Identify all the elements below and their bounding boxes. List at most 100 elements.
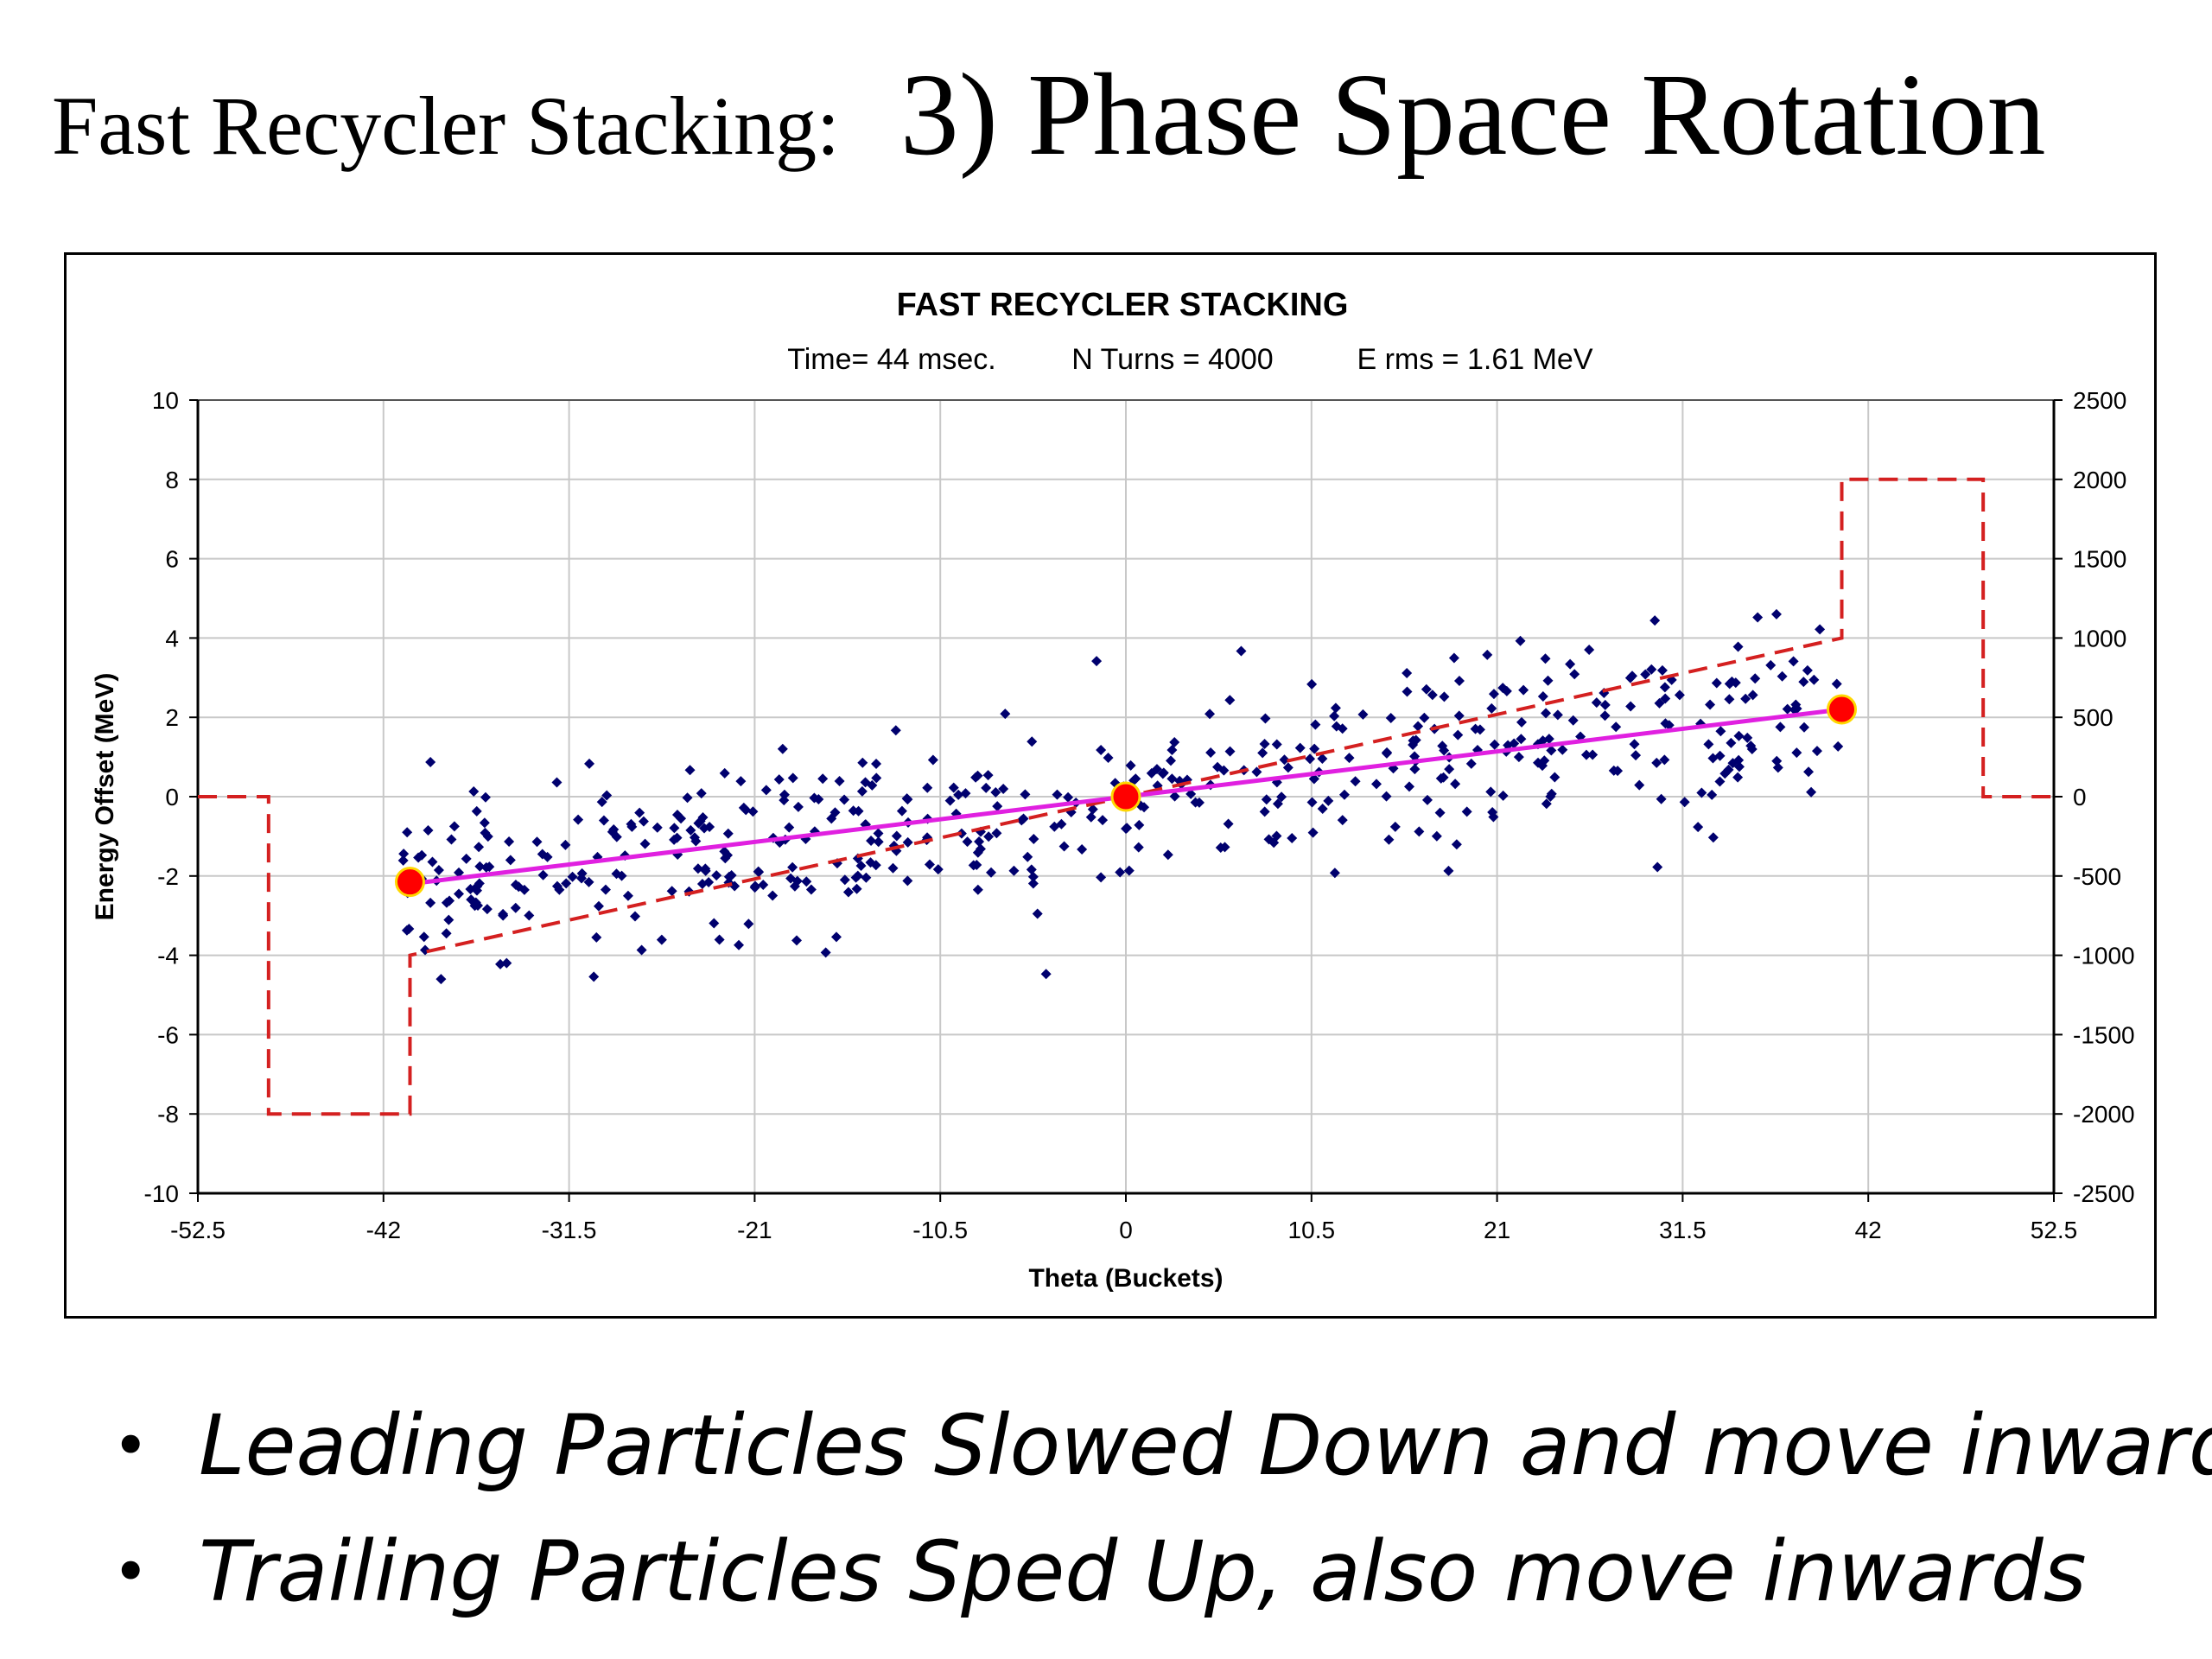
particle-point — [1330, 702, 1341, 714]
particle-point — [1133, 842, 1144, 853]
particle-point — [1649, 615, 1661, 626]
particle-point — [479, 817, 490, 829]
particle-point — [1803, 766, 1815, 778]
particle-point — [1569, 669, 1580, 680]
particle-point — [593, 900, 604, 912]
particle-point — [1309, 743, 1320, 754]
y-tick-label: 8 — [165, 467, 179, 493]
particle-point — [1746, 743, 1758, 754]
particle-point — [750, 880, 761, 892]
particle-point — [1323, 795, 1334, 806]
particle-point — [700, 863, 711, 874]
y-tick-label: 2 — [165, 704, 179, 731]
particle-point — [871, 758, 882, 769]
particle-point — [1169, 736, 1180, 747]
particle-point — [501, 957, 512, 969]
particle-point — [1027, 871, 1039, 882]
x-axis-label: Theta (Buckets) — [1028, 1264, 1223, 1293]
particle-point — [1421, 683, 1432, 695]
particle-point — [1485, 786, 1497, 798]
particle-point — [1408, 735, 1419, 747]
particle-point — [1714, 776, 1726, 787]
particle-point — [791, 875, 803, 887]
particle-point — [991, 828, 1002, 839]
particle-point — [834, 776, 845, 787]
particle-point — [714, 934, 725, 945]
particle-point — [787, 772, 798, 784]
x-tick-label: 42 — [1855, 1217, 1882, 1243]
particle-point — [1742, 732, 1753, 743]
particle-point — [1707, 789, 1718, 800]
particle-point — [758, 879, 769, 890]
particle-point — [1287, 832, 1298, 843]
particle-point — [848, 805, 859, 817]
particle-point — [1808, 674, 1820, 685]
particle-point — [734, 939, 745, 950]
particle-point — [902, 836, 913, 848]
particle-point — [719, 846, 730, 857]
particle-point — [998, 784, 1009, 795]
particle-point — [542, 851, 553, 862]
particle-point — [481, 904, 493, 915]
y2-tick-label: -2000 — [2073, 1101, 2135, 1128]
particle-point — [1488, 811, 1499, 823]
particle-point — [1543, 734, 1554, 745]
particle-point — [1798, 677, 1809, 688]
particle-point — [948, 782, 959, 793]
particle-point — [1272, 798, 1283, 810]
particle-point — [453, 888, 464, 899]
particle-point — [1448, 652, 1459, 664]
particle-point — [441, 928, 452, 939]
x-tick-label: 21 — [1484, 1217, 1510, 1243]
particle-point — [611, 868, 622, 880]
y2-tick-label: -1000 — [2073, 943, 2135, 969]
particle-point — [524, 910, 535, 921]
particle-point — [474, 861, 486, 872]
particle-point — [817, 773, 829, 785]
particle-point — [1026, 864, 1037, 875]
particle-point — [1205, 747, 1217, 759]
particle-point — [1115, 867, 1126, 878]
particle-point — [1772, 762, 1783, 773]
particle-point — [1259, 806, 1270, 817]
particle-point — [1587, 749, 1599, 760]
particle-point — [600, 884, 611, 895]
phase-space-chart: -52.5 -42 -31.5 -21 -10.5 0 10.5 21 31.5 42 52.510… — [91, 287, 2135, 1293]
particle-point — [1802, 664, 1813, 676]
y2-tick-label: -2500 — [2073, 1180, 2135, 1207]
particle-point — [656, 934, 667, 945]
particle-point — [1085, 811, 1096, 823]
particle-point — [1806, 786, 1817, 798]
particle-point — [1271, 739, 1282, 750]
particle-point — [850, 872, 861, 883]
particle-point — [1611, 721, 1622, 733]
particle-point — [1537, 690, 1548, 702]
particle-point — [1077, 844, 1088, 855]
particle-point — [692, 863, 703, 874]
particle-point — [638, 816, 649, 827]
particle-point — [855, 861, 867, 872]
particle-point — [1223, 818, 1234, 830]
particle-point — [1707, 832, 1719, 843]
particle-point — [1260, 713, 1271, 724]
particle-point — [684, 765, 696, 776]
particle-point — [1052, 789, 1063, 800]
particle-point — [1317, 753, 1328, 765]
particle-point — [1305, 753, 1316, 765]
chart-subtitle-part: N Turns = 4000 — [1071, 343, 1273, 376]
particle-point — [1166, 745, 1178, 756]
y-tick-label: 6 — [165, 546, 179, 573]
particle-point — [1497, 790, 1509, 801]
particle-point — [986, 867, 997, 878]
particle-point — [1599, 699, 1611, 710]
particle-point — [1431, 830, 1442, 842]
particle-point — [1344, 753, 1355, 764]
particle-point — [1465, 758, 1477, 769]
particle-point — [683, 886, 695, 897]
particle-point — [1591, 697, 1602, 709]
particle-point — [470, 897, 481, 908]
y2-tick-label: 500 — [2073, 704, 2113, 731]
particle-point — [1470, 723, 1481, 734]
particle-point — [1541, 798, 1552, 810]
chart-frame: -52.5 -42 -31.5 -21 -10.5 0 10.5 21 31.5 42 52.5 10… — [64, 252, 2157, 1319]
